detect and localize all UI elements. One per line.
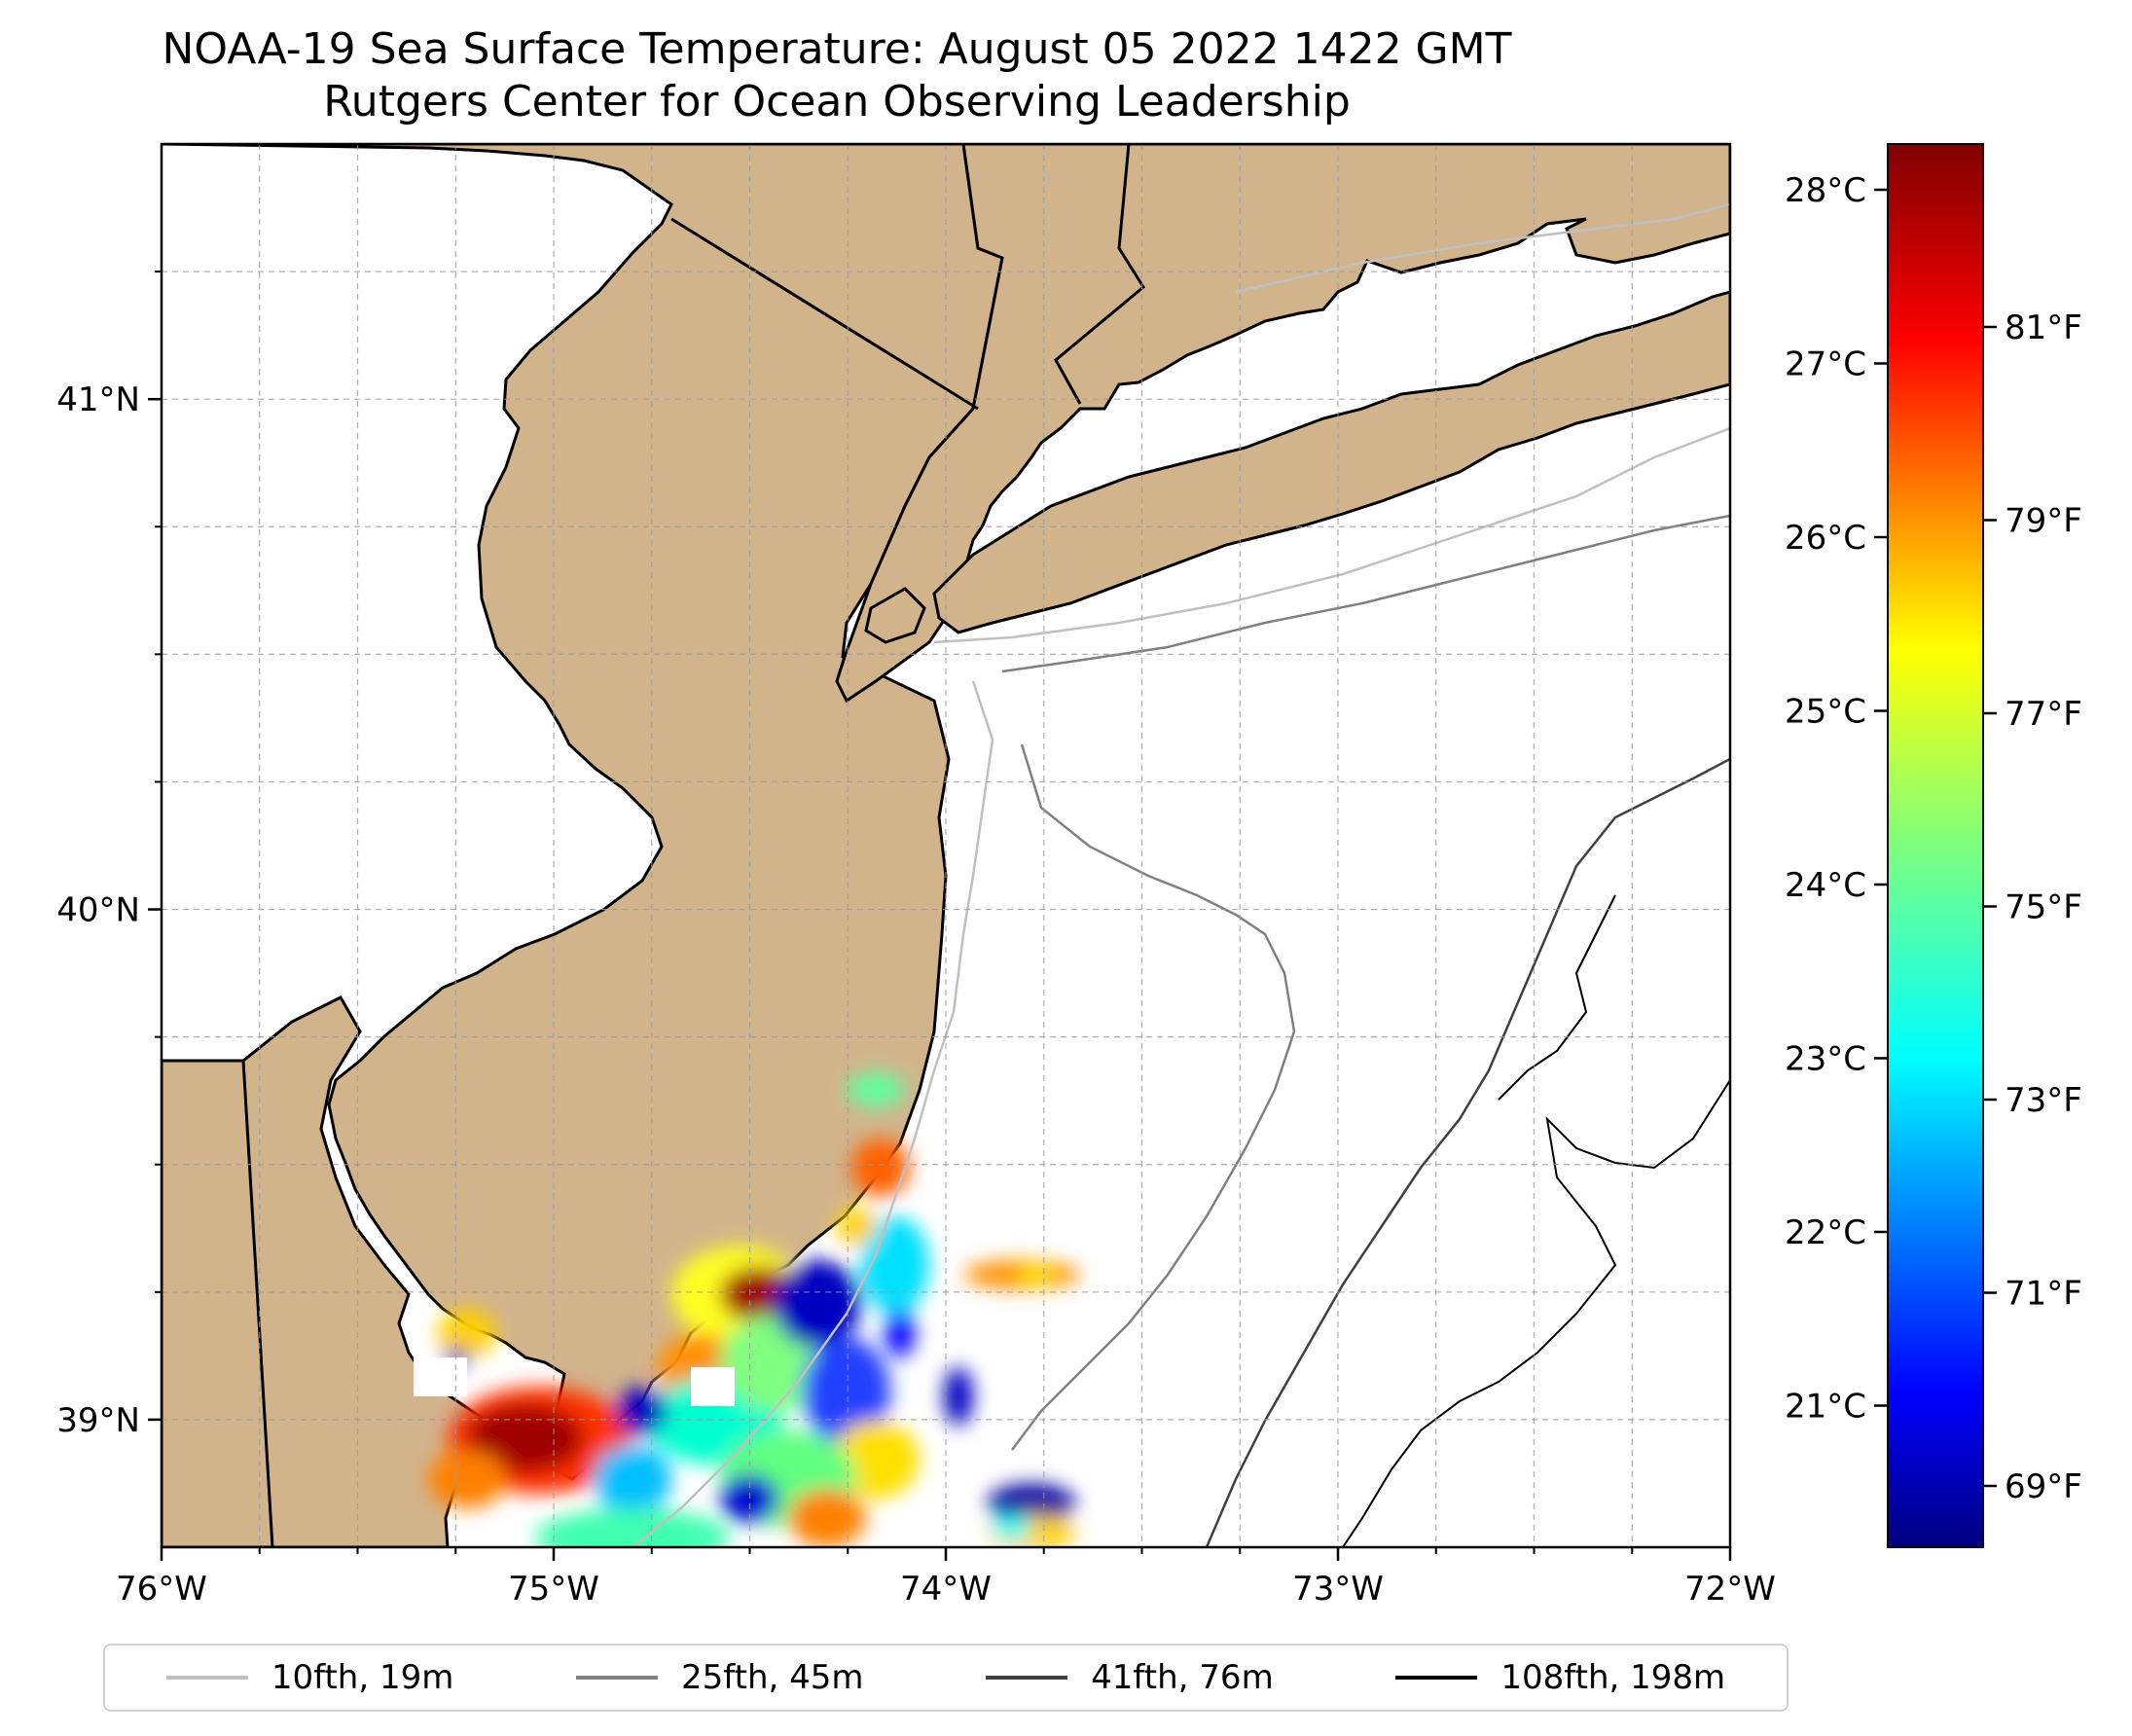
state-border bbox=[1054, 144, 1145, 405]
contour-10fth bbox=[933, 426, 1730, 644]
colorbar bbox=[1887, 143, 1984, 1548]
celsius-tick-label: 25°C bbox=[1785, 693, 1866, 732]
fahrenheit-tick-label: 69°F bbox=[2005, 1467, 2082, 1506]
state-border bbox=[670, 217, 979, 411]
contour-10fth bbox=[632, 680, 994, 1547]
celsius-tick-label: 21°C bbox=[1785, 1388, 1866, 1427]
map-axes: 76°W 75°W 74°W 73°W 72°W 41°N 40°N 39°N bbox=[56, 271, 1776, 1609]
celsius-tick-label: 24°C bbox=[1785, 866, 1866, 905]
lon-tick-label: 76°W bbox=[116, 1570, 207, 1609]
lat-tick-label: 40°N bbox=[56, 891, 140, 930]
map-subtitle: Rutgers Center for Ocean Observing Leade… bbox=[323, 77, 1351, 127]
colorbar-ticks: 28°C 27°C 26°C 25°C 24°C 23°C 22°C 21°C 81°F 79°F… bbox=[1785, 171, 2082, 1506]
fahrenheit-tick-label: 79°F bbox=[2005, 502, 2082, 541]
fahrenheit-tick-label: 75°F bbox=[2005, 888, 2082, 927]
gridlines bbox=[162, 144, 1730, 1547]
contour-41fth bbox=[1205, 757, 1730, 1547]
land-mainland bbox=[162, 144, 1004, 1481]
legend-item: 25fth, 45m bbox=[576, 1658, 864, 1697]
legend-swatch bbox=[576, 1676, 658, 1680]
celsius-tick-label: 27°C bbox=[1785, 345, 1866, 384]
lat-tick-label: 41°N bbox=[56, 380, 140, 419]
land-long-island bbox=[932, 290, 1730, 634]
legend-swatch bbox=[986, 1676, 1068, 1680]
lat-tick-label: 39°N bbox=[56, 1401, 140, 1440]
map-frame bbox=[160, 142, 1732, 1549]
fahrenheit-tick-label: 71°F bbox=[2005, 1275, 2082, 1314]
lon-tick-label: 72°W bbox=[1684, 1570, 1776, 1609]
legend-label: 25fth, 45m bbox=[681, 1658, 864, 1697]
lon-tick-label: 74°W bbox=[900, 1570, 992, 1609]
legend-label: 41fth, 76m bbox=[1091, 1658, 1274, 1697]
lon-tick-label: 73°W bbox=[1292, 1570, 1384, 1609]
fahrenheit-tick-label: 73°F bbox=[2005, 1081, 2082, 1120]
contour-legend: 10fth, 19m 25fth, 45m 41fth, 76m 108fth, 19… bbox=[103, 1644, 1789, 1712]
fahrenheit-tick-label: 77°F bbox=[2005, 695, 2082, 734]
celsius-tick-label: 22°C bbox=[1785, 1213, 1866, 1252]
legend-swatch bbox=[1395, 1676, 1478, 1680]
land-new-york bbox=[835, 144, 1730, 704]
legend-item: 41fth, 76m bbox=[986, 1658, 1274, 1697]
contour-108fth bbox=[1498, 894, 1616, 1101]
contour-25fth bbox=[1011, 743, 1296, 1451]
celsius-tick-label: 28°C bbox=[1785, 171, 1866, 210]
legend-label: 10fth, 19m bbox=[271, 1658, 454, 1697]
celsius-tick-label: 23°C bbox=[1785, 1040, 1866, 1079]
map-title: NOAA-19 Sea Surface Temperature: August … bbox=[162, 24, 1512, 74]
legend-item: 108fth, 198m bbox=[1395, 1658, 1725, 1697]
state-border bbox=[241, 1060, 274, 1547]
lon-tick-label: 75°W bbox=[508, 1570, 599, 1609]
legend-item: 10fth, 19m bbox=[165, 1658, 454, 1697]
legend-label: 108fth, 198m bbox=[1500, 1658, 1726, 1697]
fahrenheit-tick-label: 81°F bbox=[2005, 308, 2082, 347]
contour-10fth bbox=[1235, 202, 1730, 294]
legend-swatch bbox=[165, 1676, 248, 1680]
celsius-tick-label: 26°C bbox=[1785, 519, 1866, 558]
land-staten-island bbox=[864, 587, 926, 644]
